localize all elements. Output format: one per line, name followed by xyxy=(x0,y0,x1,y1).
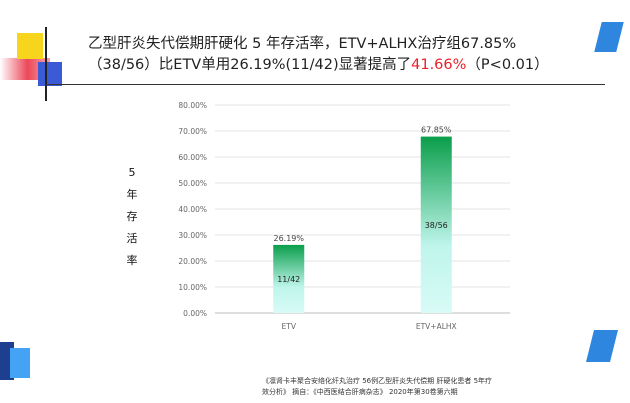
title-highlight-value: 41.66% xyxy=(411,57,467,73)
y-axis-label-char: 存 xyxy=(126,210,138,223)
bar-inner-label: 11/42 xyxy=(277,275,300,284)
x-tick-label: ETV xyxy=(282,322,297,331)
title-underline xyxy=(45,84,605,85)
y-tick-label: 20.00% xyxy=(178,257,207,266)
bar-etv xyxy=(273,244,305,313)
title-line-2-start: （38/56）比ETV单用26.19%(11/42)显著提高了 xyxy=(88,57,412,73)
bar-etv-alhx xyxy=(420,136,452,313)
blue-parallelogram-bottom xyxy=(586,330,618,362)
citation-line-2: 效分析》 摘自：《中西医结合肝病杂志》 2020年第30卷第六期 xyxy=(262,388,458,396)
y-tick-label: 10.00% xyxy=(178,283,207,292)
x-tick-label: ETV+ALHX xyxy=(416,322,457,331)
vertical-rule xyxy=(45,27,47,101)
y-tick-label: 0.00% xyxy=(183,309,207,318)
citation-line-1: 《凛肾卡丰聚合安络化纤丸治疗 56例乙型肝炎失代偿期 肝硬化患者 5年疗 xyxy=(262,377,493,385)
y-axis-label: 5 年 存 活 率 xyxy=(124,162,140,272)
survival-bar-chart: 0.00% 10.00% 20.00% 30.00% 40.00% 50.00% 60.00… xyxy=(178,101,510,331)
y-tick-label: 70.00% xyxy=(178,127,207,136)
y-tick-label: 80.00% xyxy=(178,101,207,110)
blue-square-accent xyxy=(38,62,62,86)
title-line-1: 乙型肝炎失代偿期肝硬化 5 年存活率，ETV+ALHX治疗组67.85% xyxy=(88,36,517,52)
y-axis-label-char: 5 xyxy=(128,166,136,179)
y-axis-label-char: 年 xyxy=(126,188,138,201)
title-line-2-end: （P<0.01） xyxy=(466,57,549,73)
light-blue-corner-block xyxy=(10,348,30,378)
slide-title: 乙型肝炎失代偿期肝硬化 5 年存活率，ETV+ALHX治疗组67.85% （38… xyxy=(88,34,598,76)
title-line-2: （38/56）比ETV单用26.19%(11/42)显著提高了41.66%（P<… xyxy=(88,55,598,76)
bar-value-label: 67.85% xyxy=(421,126,452,135)
blue-parallelogram-top xyxy=(594,22,624,52)
y-tick-label: 40.00% xyxy=(178,205,207,214)
bar-value-label: 26.19% xyxy=(273,234,304,243)
yellow-square-accent xyxy=(17,33,43,59)
y-tick-label: 30.00% xyxy=(178,231,207,240)
y-tick-label: 60.00% xyxy=(178,153,207,162)
bar-inner-label: 38/56 xyxy=(425,221,448,230)
citation-footnote: 《凛肾卡丰聚合安络化纤丸治疗 56例乙型肝炎失代偿期 肝硬化患者 5年疗 效分析… xyxy=(262,376,582,398)
y-tick-label: 50.00% xyxy=(178,179,207,188)
red-gradient-accent xyxy=(0,58,50,80)
y-axis-label-char: 率 xyxy=(126,254,138,267)
y-axis-label-char: 活 xyxy=(126,232,138,245)
